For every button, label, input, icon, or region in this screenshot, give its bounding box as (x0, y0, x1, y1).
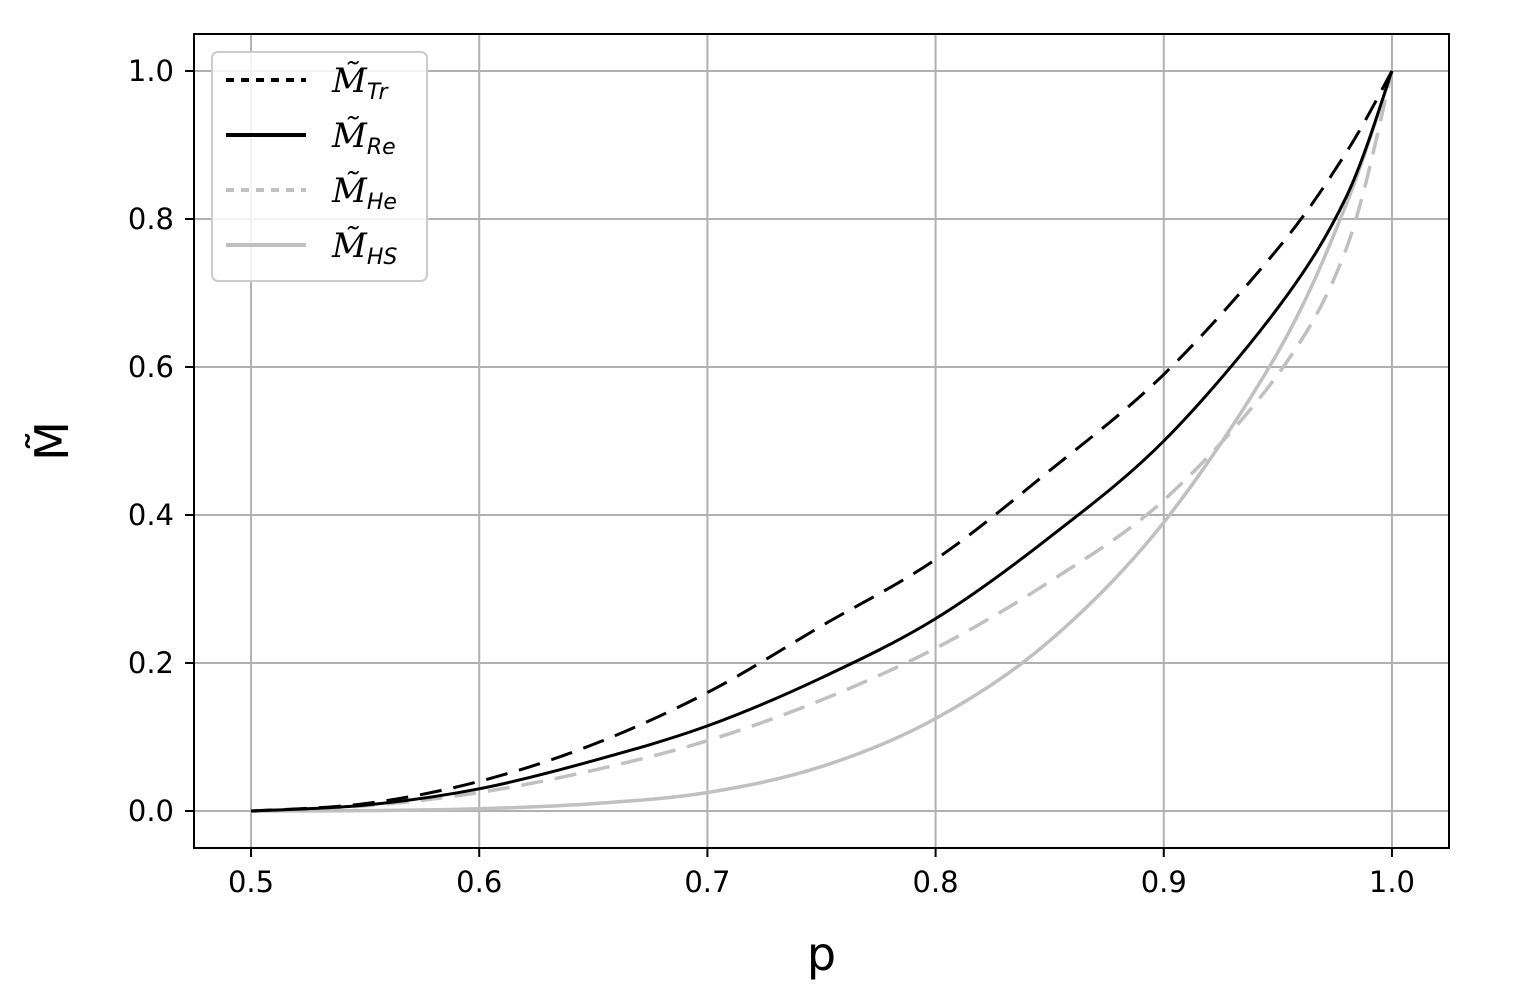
legend-label-subscript: He (367, 190, 397, 215)
legend: M̃TrM̃ReM̃HeM̃HS (211, 51, 428, 282)
legend-label-hs: M̃HS (331, 226, 397, 270)
legend-label-base: M̃ (331, 61, 368, 101)
legend-label-subscript: Re (367, 135, 396, 160)
plot-frame (193, 33, 1450, 849)
y-tick-label: 0.0 (128, 794, 174, 828)
x-tick-label: 0.5 (228, 865, 274, 899)
series-line-re (250, 70, 1394, 813)
series-layer (250, 70, 1394, 813)
legend-label-he: M̃He (331, 171, 397, 215)
x-tick-label: 0.8 (913, 865, 959, 899)
ticks: 0.5 0.6 0.7 0.8 0.9 1.0 0.0 0.2 0.4 0.6 0.8 1.0 (128, 54, 1415, 899)
x-axis-label: p (807, 927, 836, 981)
y-tick-label: 0.8 (128, 202, 174, 236)
x-tick-label: 0.6 (456, 865, 502, 899)
y-tick-label: 1.0 (128, 54, 174, 88)
x-tick-label: 1.0 (1369, 865, 1415, 899)
y-axis-label: M̃ (25, 421, 79, 461)
grid (194, 34, 1449, 848)
legend-box (211, 51, 428, 282)
x-tick-label: 0.7 (684, 865, 730, 899)
series-line-he (250, 70, 1394, 813)
y-tick-label: 0.4 (128, 498, 174, 532)
x-tick-label: 0.9 (1141, 865, 1187, 899)
series-line-hs (250, 70, 1394, 813)
legend-label-base: M̃ (331, 116, 368, 156)
legend-label-subscript: Tr (367, 80, 390, 105)
legend-label-base: M̃ (331, 171, 368, 211)
legend-label-tr: M̃Tr (331, 61, 390, 105)
legend-label-base: M̃ (331, 226, 368, 266)
legend-label-re: M̃Re (331, 116, 396, 160)
legend-label-subscript: HS (367, 245, 398, 270)
series-line-tr (250, 70, 1394, 813)
y-tick-label: 0.6 (128, 350, 174, 384)
y-tick-label: 0.2 (128, 646, 174, 680)
